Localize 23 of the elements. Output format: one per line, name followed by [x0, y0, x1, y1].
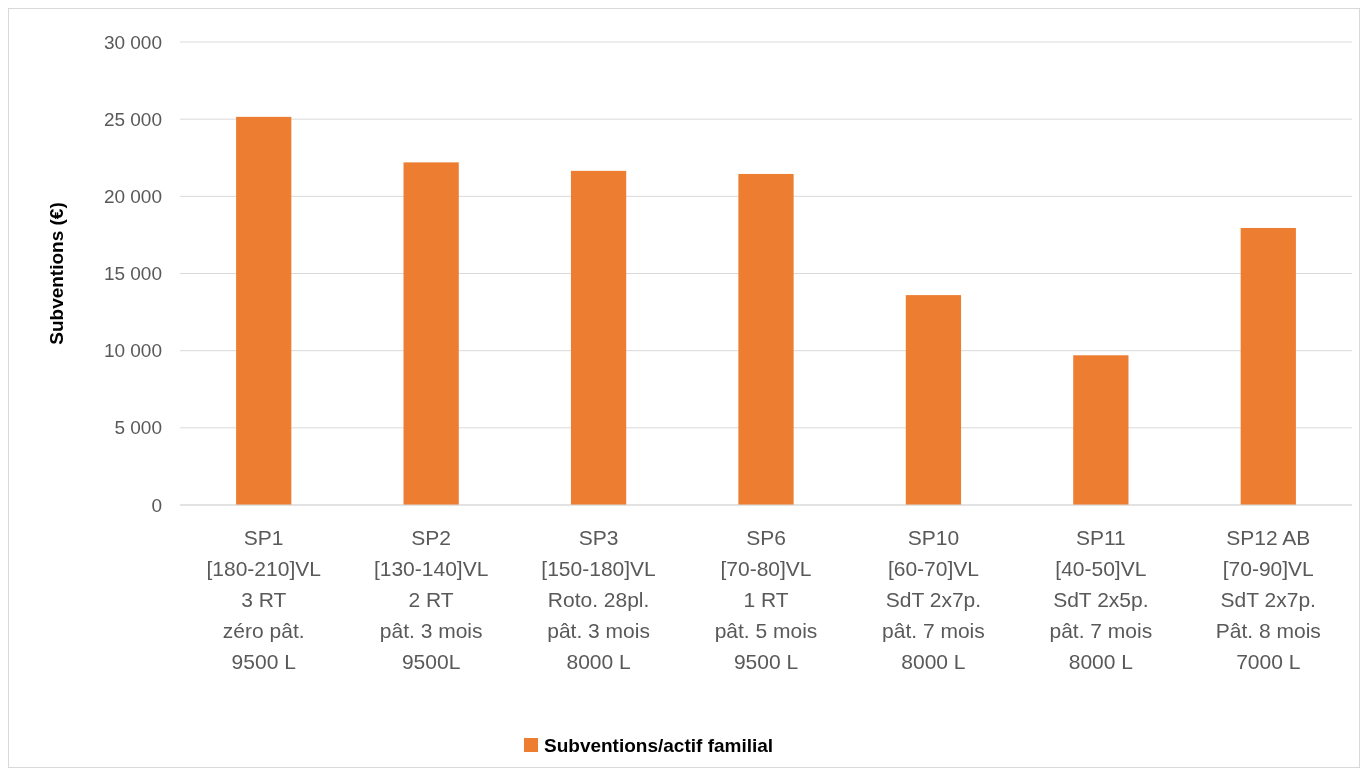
x-tick-label: SP2 [130-140]VL 2 RT pât. 3 mois 9500L [373, 526, 489, 673]
y-axis-title: Subventions (€) [46, 202, 67, 345]
y-tick-label: 25 000 [103, 108, 162, 130]
bar [403, 162, 459, 505]
bar [1240, 227, 1296, 505]
bar [570, 170, 627, 505]
bar [738, 173, 794, 505]
y-tick-label: 15 000 [103, 263, 162, 285]
bar [1073, 355, 1129, 505]
y-tick-label: 20 000 [103, 185, 162, 207]
bar [905, 295, 962, 505]
x-tick-label: SP6 [70-80]VL 1 RT pât. 5 mois 9500 L [714, 526, 818, 673]
y-tick-label: 30 000 [103, 31, 162, 53]
x-tick-label: SP12 AB [70-90]VL SdT 2x7p. Pât. 8 mois 7000 L [1215, 526, 1321, 673]
y-tick-label: 10 000 [103, 340, 162, 362]
x-tick-label: SP3 [150-180]VL Roto. 28pl. pât. 3 mois 8000 L [541, 526, 656, 673]
bar [236, 116, 292, 505]
x-tick-label: SP10 [60-70]VL SdT 2x7p. pât. 7 mois 8000 L [882, 526, 985, 673]
legend-label: Subventions/actif familial [544, 734, 774, 756]
x-tick-label: SP11 [40-50]VL SdT 2x5p. pât. 7 mois 8000 L [1049, 526, 1153, 673]
x-tick-label: SP1 [180-210]VL 3 RT zéro pât. 9500 L [206, 526, 321, 673]
y-tick-label: 0 [151, 494, 162, 516]
y-tick-label: 5 000 [114, 417, 162, 439]
